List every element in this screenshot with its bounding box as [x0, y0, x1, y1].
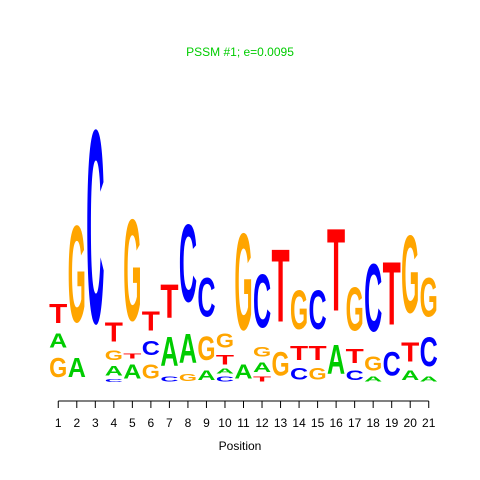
glyph-a-pos-4: A [105, 364, 124, 379]
x-tick-label-19: 19 [385, 416, 399, 430]
glyph-g-pos-18: G [364, 352, 382, 375]
glyph-t-pos-1: T [49, 299, 68, 330]
x-tick-label-10: 10 [218, 416, 232, 430]
glyph-c-pos-21: C [420, 330, 438, 376]
x-axis: 1 2 3 4 5 6 7 8 9 10 11 12 13 14 15 16 17 18 19 20 21 [55, 400, 436, 430]
glyph-g-pos-10: G [216, 329, 234, 352]
x-tick-label-18: 18 [366, 416, 380, 430]
glyph-t-pos-14: T [290, 342, 309, 365]
glyph-g-pos-5: G [123, 190, 141, 352]
x-tick-label-20: 20 [404, 416, 418, 430]
glyph-c-pos-6: C [142, 336, 160, 359]
glyph-a-pos-7: A [160, 330, 178, 376]
x-tick-label-4: 4 [110, 416, 117, 430]
glyph-a-pos-5: A [123, 360, 142, 383]
glyph-c-pos-18: C [364, 243, 382, 351]
glyph-t-pos-4: T [105, 317, 124, 348]
glyph-c-pos-15: C [309, 280, 327, 342]
glyph-t-pos-5: T [123, 352, 141, 360]
glyph-g-pos-6: G [142, 360, 160, 383]
glyph-g-pos-1: G [49, 353, 67, 383]
glyph-a-pos-9: A [197, 368, 216, 383]
x-tick-label-13: 13 [274, 416, 288, 430]
glyph-t-pos-13: T [271, 229, 289, 345]
glyph-t-pos-15: T [309, 342, 328, 365]
x-tick-label-12: 12 [255, 416, 269, 430]
glyph-t-pos-6: T [142, 306, 161, 337]
x-tick-label-1: 1 [55, 416, 62, 430]
glyph-g-pos-20: G [401, 213, 419, 336]
glyph-c-pos-4: C [105, 378, 123, 383]
glyph-c-pos-3: C [86, 72, 104, 382]
glyph-c-pos-9: C [197, 268, 215, 330]
glyph-c-pos-17: C [346, 368, 365, 383]
glyph-g-pos-9: G [197, 329, 215, 368]
glyph-t-pos-19: T [383, 244, 401, 345]
glyph-g-pos-21: G [420, 267, 438, 328]
glyph-c-pos-19: C [383, 346, 401, 384]
glyph-g-pos-13: G [271, 345, 289, 384]
glyph-a-pos-21: A [420, 375, 438, 383]
glyph-c-pos-7: C [160, 375, 178, 383]
glyph-a-pos-10: A [216, 367, 234, 375]
x-tick-label-21: 21 [422, 416, 436, 430]
glyph-t-pos-20: T [401, 337, 420, 368]
glyph-c-pos-12: C [253, 259, 271, 344]
x-tick-label-15: 15 [311, 416, 325, 430]
x-tick-label-3: 3 [92, 416, 99, 430]
glyph-a-pos-16: A [327, 338, 345, 384]
glyph-a-pos-12: A [253, 361, 272, 376]
glyph-g-pos-17: G [346, 274, 364, 344]
glyph-t-pos-16: T [327, 205, 345, 337]
x-tick-label-9: 9 [203, 416, 210, 430]
glyph-t-pos-17: T [346, 345, 365, 368]
x-tick-label-7: 7 [166, 416, 173, 430]
glyph-a-pos-2: A [68, 352, 86, 383]
chart-title: PSSM #1; e=0.0095 [186, 45, 294, 59]
glyph-a-pos-1: A [49, 329, 68, 352]
x-axis-label: Position [219, 439, 262, 453]
x-tick-label-8: 8 [185, 416, 192, 430]
x-tick-label-17: 17 [348, 416, 362, 430]
glyph-g-pos-15: G [309, 365, 327, 383]
x-tick-label-6: 6 [148, 416, 155, 430]
x-tick-label-5: 5 [129, 416, 136, 430]
glyph-a-pos-20: A [401, 368, 420, 383]
glyph-c-pos-8: C [179, 201, 197, 325]
glyph-g-pos-2: G [68, 196, 86, 351]
glyph-t-pos-10: T [216, 352, 234, 368]
glyph-g-pos-4: G [105, 348, 123, 363]
x-tick-label-14: 14 [292, 416, 306, 430]
x-tick-label-11: 11 [237, 416, 250, 430]
glyph-c-pos-10: C [216, 375, 234, 383]
glyph-g-pos-8: G [179, 372, 197, 383]
x-tick-label-16: 16 [329, 416, 343, 430]
glyph-a-pos-8: A [179, 327, 197, 373]
glyph-a-pos-11: A [234, 360, 253, 383]
glyph-t-pos-12: T [253, 375, 271, 383]
glyph-t-pos-7: T [160, 275, 179, 329]
glyph-a-pos-18: A [364, 375, 382, 383]
glyph-g-pos-14: G [290, 280, 308, 341]
x-tick-label-2: 2 [73, 416, 80, 430]
glyph-c-pos-14: C [290, 365, 308, 384]
glyph-g-pos-11: G [234, 204, 252, 359]
glyph-g-pos-12: G [253, 345, 271, 360]
